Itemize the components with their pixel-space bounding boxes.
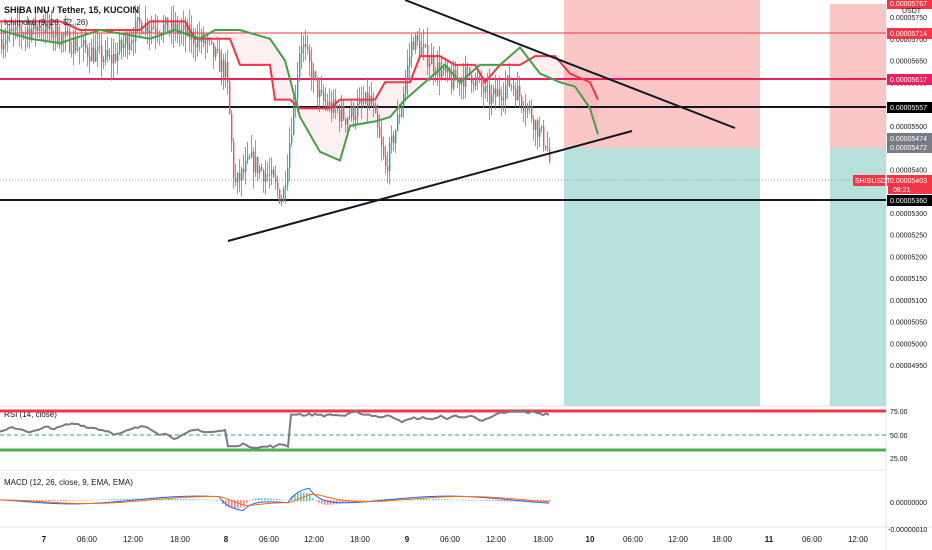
price-label-box: [887, 195, 932, 206]
ticker-tag-box: [853, 175, 885, 186]
price-label: 0.00005714: [890, 31, 927, 38]
price-tick: 0.00005300: [890, 211, 927, 218]
macd-pane[interactable]: MACD (12, 26, close, 9, EMA, EMA) 0.0000…: [0, 478, 927, 534]
time-tick: 06:00: [77, 535, 98, 544]
time-tick: 12:00: [123, 535, 144, 544]
price-label-box: [887, 0, 932, 9]
rsi-tick-mid: 50.00: [890, 433, 908, 440]
risk-zone[interactable]: [830, 4, 886, 148]
ichimoku-span-b: [0, 28, 599, 162]
price-label: 0.00005472: [890, 145, 927, 152]
time-tick: 9: [405, 535, 410, 544]
reward-zone[interactable]: [830, 148, 886, 406]
lower-trendline[interactable]: [227, 130, 633, 242]
price-labels: 0.00005767 0.00005714 0.00005617 0.00005557…: [887, 0, 932, 206]
price-label: 0.00005767: [890, 1, 927, 8]
time-tick: 10: [586, 535, 595, 544]
time-tick: 8: [224, 535, 229, 544]
price-tick: 0.00004950: [890, 363, 927, 370]
price-label: 0.00005403: [890, 178, 927, 185]
price-label-box: [887, 74, 932, 85]
price-label-box: [887, 133, 932, 144]
price-tick: 0.00005650: [890, 59, 927, 66]
price-label-box: [887, 28, 932, 39]
rsi-title: RSI (14, close): [4, 410, 57, 419]
time-tick: 06:00: [623, 535, 644, 544]
countdown-box: [888, 184, 932, 194]
price-tick: 0.00005500: [890, 124, 927, 131]
price-label: 0.00005360: [890, 198, 927, 205]
price-label-box: [887, 102, 932, 113]
rsi-tick-lower: 25.00: [890, 456, 908, 463]
price-label: 0.00005474: [890, 136, 927, 143]
price-label-box: [887, 175, 932, 186]
time-tick: 12:00: [304, 535, 325, 544]
time-tick: 06:00: [440, 535, 461, 544]
time-axis[interactable]: 7 06:00 12:00 18:00 8 06:00 12:00 18:00 9 06:00 12…: [42, 535, 869, 544]
price-tick: 0.00005000: [890, 341, 927, 348]
symbol-title: SHIBA INU / Tether, 15, KUCOIN: [4, 5, 139, 15]
price-tick: 0.00005700: [890, 37, 927, 44]
rsi-tick-upper: 75.00: [890, 409, 908, 416]
currency-label: USDT: [902, 8, 922, 15]
time-tick: 11: [765, 535, 774, 544]
time-tick: 12:00: [848, 535, 869, 544]
time-tick: 18:00: [350, 535, 371, 544]
macd-title: MACD (12, 26, close, 9, EMA, EMA): [4, 478, 133, 487]
ticker-tag: SHIBUSDT: [855, 178, 891, 185]
price-tick: 0.00005250: [890, 233, 927, 240]
time-tick: 06:00: [259, 535, 280, 544]
ichimoku-span-a: [0, 20, 599, 110]
price-tick: 0.00005400: [890, 167, 927, 174]
countdown: 08:21: [893, 187, 911, 194]
time-tick: 12:00: [668, 535, 689, 544]
time-tick: 18:00: [712, 535, 733, 544]
price-tick: 0.00005150: [890, 276, 927, 283]
macd-tick-zero: 0.00000000: [890, 500, 927, 507]
reward-zone[interactable]: [564, 148, 760, 406]
chart-legend: SHIBA INU / Tether, 15, KUCOIN Ichimoku …: [4, 5, 139, 27]
time-tick: 18:00: [533, 535, 554, 544]
time-tick: 18:00: [170, 535, 191, 544]
rsi-pane[interactable]: RSI (14, close) 75.00 50.00 25.00: [0, 409, 908, 463]
price-tick: 0.00005100: [890, 298, 927, 305]
price-tick: 0.00005200: [890, 254, 927, 261]
price-label: 0.00005617: [890, 77, 927, 84]
ichimoku-legend: Ichimoku (9, 26, 52, 26): [4, 18, 88, 27]
time-tick: 12:00: [486, 535, 507, 544]
price-label-box: [887, 142, 932, 153]
upper-trendline[interactable]: [404, 0, 736, 129]
signal-line: [0, 493, 550, 506]
time-tick: 06:00: [802, 535, 823, 544]
price-tick: 0.00005050: [890, 320, 927, 327]
ichimoku-lines: [0, 20, 599, 162]
risk-reward-zones[interactable]: [564, 0, 886, 406]
price-tick: 0.00005750: [890, 15, 927, 22]
macd-tick-neg: -0.00000010: [888, 527, 927, 534]
rsi-line: [0, 410, 550, 449]
time-tick: 7: [42, 535, 47, 544]
price-label: 0.00005557: [890, 105, 927, 112]
